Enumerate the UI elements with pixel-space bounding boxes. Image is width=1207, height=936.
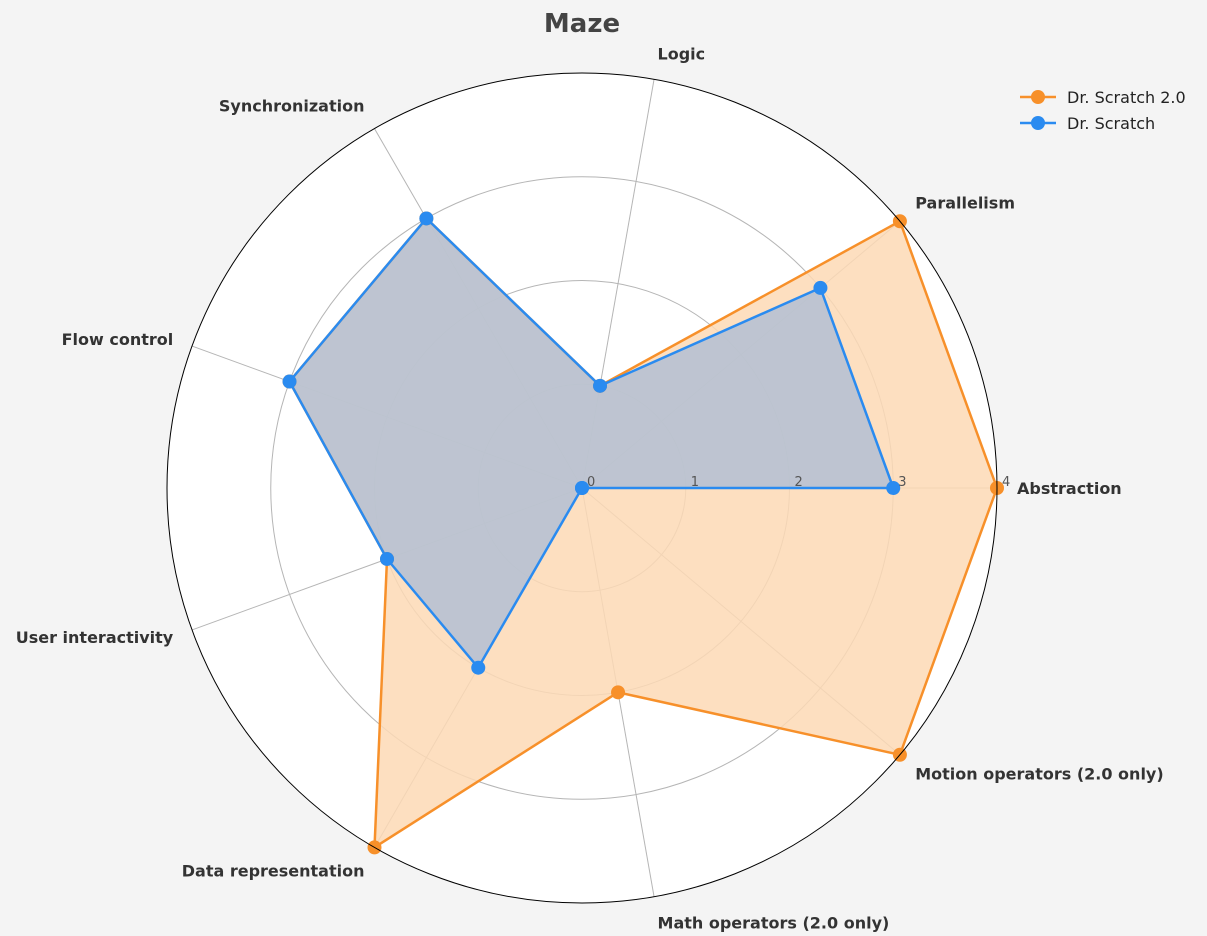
- axis-labels: Abstraction Parallelism Logic Synchronizati…: [16, 45, 1164, 933]
- data-point-dr-scratch-logic: [593, 378, 608, 393]
- legend-marker-dr-scratch: [1031, 116, 1045, 130]
- data-point-dr-scratch-synchronization: [419, 211, 434, 226]
- legend: Dr. Scratch 2.0 Dr. Scratch: [1020, 88, 1186, 133]
- series-area-dr-scratch: [289, 218, 894, 668]
- series-layer: [282, 211, 1004, 855]
- plot-outline: [166, 72, 998, 904]
- axis-label-synchronization: Synchronization: [219, 96, 365, 115]
- data-point-dr-scratch-flow-control: [282, 374, 297, 389]
- legend-marker-dr-scratch-2-0: [1031, 90, 1045, 104]
- axis-label-flow-control: Flow control: [62, 330, 174, 349]
- tick-label-0: 0: [587, 475, 595, 490]
- data-point-dr-scratch-motion-operators-2-0-only: [575, 481, 589, 495]
- tick-label-4: 4: [1002, 475, 1010, 490]
- tick-label-3: 3: [898, 475, 906, 490]
- axis-label-abstraction: Abstraction: [1017, 479, 1122, 498]
- chart-title: Maze: [544, 9, 620, 39]
- axis-label-motion-operators-2-0-only: Motion operators (2.0 only): [915, 765, 1163, 784]
- legend-entry-dr-scratch-2-0: Dr. Scratch 2.0: [1067, 88, 1186, 107]
- legend-entry-dr-scratch: Dr. Scratch: [1067, 114, 1155, 133]
- data-point-dr-scratch-parallelism: [813, 280, 828, 295]
- data-point-dr-scratch-abstraction: [886, 481, 901, 495]
- data-point-dr-scratch-data-representation: [471, 660, 486, 675]
- data-point-dr-scratch-2-0-math-operators-2-0-only: [611, 685, 626, 700]
- tick-label-2: 2: [795, 475, 803, 490]
- axis-label-parallelism: Parallelism: [915, 193, 1015, 212]
- data-point-dr-scratch-user-interactivity: [380, 551, 395, 566]
- axis-label-math-operators-2-0-only: Math operators (2.0 only): [658, 913, 890, 932]
- tick-label-1: 1: [691, 475, 699, 490]
- radial-ticks: 0 1 2 3 4: [587, 475, 1010, 490]
- axis-label-user-interactivity: User interactivity: [16, 628, 174, 647]
- axis-label-logic: Logic: [658, 45, 706, 64]
- axis-label-data-representation: Data representation: [182, 862, 365, 881]
